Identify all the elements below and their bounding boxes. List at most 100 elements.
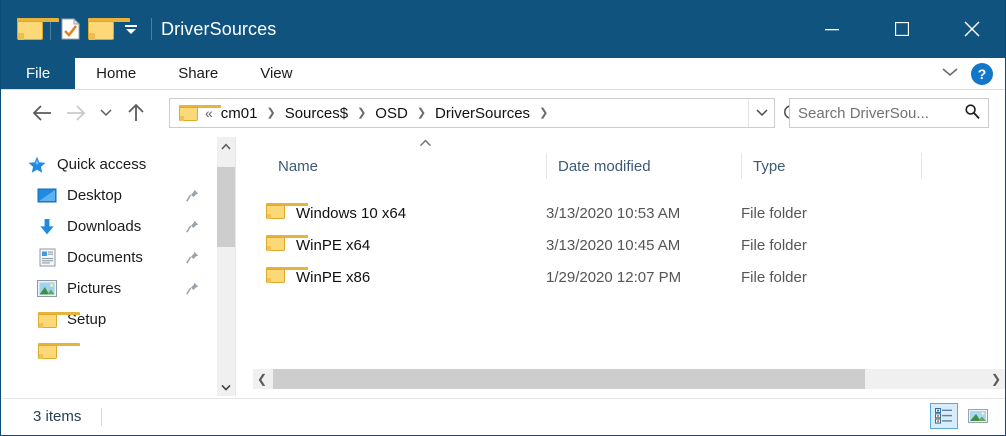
search-icon[interactable]: [964, 103, 980, 124]
breadcrumb-item-osd[interactable]: OSD: [375, 104, 408, 122]
folder-icon: [266, 234, 308, 256]
desktop-icon: [36, 187, 58, 205]
table-row[interactable]: Windows 10 x64 3/13/2020 10:53 AM File f…: [236, 197, 1005, 229]
column-headers: Name Date modified Type: [236, 137, 1005, 179]
file-list-pane: Name Date modified Type Windows 10 x64: [236, 137, 1005, 396]
address-bar[interactable]: « cm01 ❯ Sources$ ❯ OSD ❯ DriverSources …: [169, 98, 775, 128]
sidebar-item-setup[interactable]: Setup: [2, 304, 217, 335]
file-date-cell: 3/13/2020 10:53 AM: [546, 204, 681, 222]
scroll-up-button[interactable]: [217, 137, 235, 155]
folder-icon: [266, 266, 308, 288]
back-button[interactable]: [25, 96, 59, 130]
window-title: DriverSources: [161, 18, 277, 39]
pane-splitter[interactable]: [235, 137, 236, 396]
tab-view[interactable]: View: [260, 65, 293, 82]
details-view-button[interactable]: [930, 403, 958, 429]
customize-dropdown-icon[interactable]: [116, 12, 146, 46]
pin-icon[interactable]: [186, 220, 199, 238]
forward-button[interactable]: [59, 96, 93, 130]
sidebar-item-pictures[interactable]: Pictures: [2, 273, 217, 304]
scroll-down-button[interactable]: [217, 378, 235, 396]
sort-ascending-icon: [419, 139, 432, 150]
file-type-cell: File folder: [741, 268, 807, 286]
navigation-pane: Quick access Desktop: [2, 137, 217, 396]
sidebar-item-label: Pictures: [67, 280, 122, 297]
toolbar-divider: [50, 18, 51, 40]
breadcrumb-item-driversources[interactable]: DriverSources: [435, 104, 531, 122]
window-controls: [797, 0, 1005, 58]
properties-icon[interactable]: [56, 12, 86, 46]
pin-icon[interactable]: [186, 282, 199, 300]
search-placeholder: Search DriverSou...: [798, 104, 929, 122]
table-row[interactable]: WinPE x86 1/29/2020 12:07 PM File folder: [236, 261, 1005, 293]
ribbon-tab-bar: File Home Share View ?: [1, 58, 1005, 89]
breadcrumb-item-sources[interactable]: Sources$: [284, 104, 349, 122]
sidebar-item-label: Setup: [67, 311, 107, 328]
file-rows: Windows 10 x64 3/13/2020 10:53 AM File f…: [236, 197, 1005, 293]
sidebar-item-label: Documents: [67, 249, 143, 266]
title-divider: [151, 18, 152, 40]
column-header-size-clipped[interactable]: [921, 153, 1005, 179]
help-icon[interactable]: ?: [971, 62, 993, 85]
sidebar-item-label: Downloads: [67, 218, 142, 235]
file-date-cell: 1/29/2020 12:07 PM: [546, 268, 682, 286]
column-header-date-modified[interactable]: Date modified: [546, 153, 741, 179]
sidebar-item-clipped[interactable]: [2, 335, 217, 366]
scroll-left-button[interactable]: ❮: [256, 372, 268, 386]
scroll-right-button[interactable]: ❯: [990, 372, 1002, 386]
status-bar: 3 items: [2, 398, 1005, 434]
title-bar: DriverSources: [1, 0, 1005, 58]
file-name: WinPE x86: [296, 268, 371, 286]
breadcrumb-item-cm01[interactable]: cm01: [220, 104, 258, 122]
star-icon: [26, 156, 48, 174]
breadcrumb-separator-icon[interactable]: ❯: [416, 106, 427, 119]
pin-icon[interactable]: [186, 251, 199, 269]
item-count-label: 3 items: [33, 408, 82, 425]
folder-icon: [266, 202, 308, 224]
explorer-folder-icon[interactable]: [15, 12, 59, 46]
new-folder-icon[interactable]: [86, 12, 130, 46]
maximize-button[interactable]: [867, 0, 937, 58]
scrollbar-thumb[interactable]: [217, 167, 235, 247]
file-name-cell[interactable]: WinPE x86: [236, 266, 546, 288]
address-dropdown-chevron-down-icon[interactable]: [748, 99, 774, 127]
column-header-type[interactable]: Type: [741, 153, 921, 179]
navigation-pane-scrollbar[interactable]: [217, 137, 235, 396]
column-header-name[interactable]: Name: [236, 139, 546, 179]
sidebar-item-label: Desktop: [67, 187, 123, 204]
close-button[interactable]: [937, 0, 1005, 58]
scrollbar-thumb[interactable]: [273, 369, 865, 389]
file-name-cell[interactable]: WinPE x64: [236, 234, 546, 256]
file-type-cell: File folder: [741, 204, 807, 222]
ribbon-expand-chevron-down-icon[interactable]: [941, 65, 959, 83]
file-name: Windows 10 x64: [296, 204, 407, 222]
file-date-cell: 3/13/2020 10:45 AM: [546, 236, 681, 254]
breadcrumb: « cm01 ❯ Sources$ ❯ OSD ❯ DriverSources …: [170, 105, 748, 122]
sidebar-item-documents[interactable]: Documents: [2, 242, 217, 273]
minimize-button[interactable]: [797, 0, 867, 58]
table-row[interactable]: WinPE x64 3/13/2020 10:45 AM File folder: [236, 229, 1005, 261]
sidebar-item-downloads[interactable]: Downloads: [2, 211, 217, 242]
pin-icon[interactable]: [186, 189, 199, 207]
quick-access-toolbar: DriverSources: [1, 12, 276, 46]
breadcrumb-separator-icon[interactable]: ❯: [357, 106, 367, 119]
sidebar-item-quick-access[interactable]: Quick access: [2, 149, 217, 180]
sidebar-item-desktop[interactable]: Desktop: [2, 180, 217, 211]
tab-file[interactable]: File: [1, 58, 76, 89]
ribbon-actions: ?: [941, 58, 1005, 89]
file-list-horizontal-scrollbar[interactable]: ❮ ❯: [253, 369, 1005, 389]
large-icons-view-button[interactable]: [964, 403, 992, 429]
column-header-label: Date modified: [558, 157, 651, 175]
file-name: WinPE x64: [296, 236, 371, 254]
breadcrumb-separator-icon[interactable]: ❯: [539, 106, 549, 119]
breadcrumb-separator-icon[interactable]: ❯: [266, 106, 276, 119]
up-button[interactable]: [119, 96, 153, 130]
download-icon: [36, 218, 58, 236]
file-name-cell[interactable]: Windows 10 x64: [236, 202, 546, 224]
tab-share[interactable]: Share: [178, 65, 219, 82]
recent-locations-chevron-down-icon[interactable]: [93, 96, 119, 130]
folder-icon: [36, 311, 80, 328]
tab-home[interactable]: Home: [96, 65, 137, 82]
search-input[interactable]: Search DriverSou...: [789, 98, 989, 128]
breadcrumb-overflow[interactable]: «: [205, 105, 213, 121]
